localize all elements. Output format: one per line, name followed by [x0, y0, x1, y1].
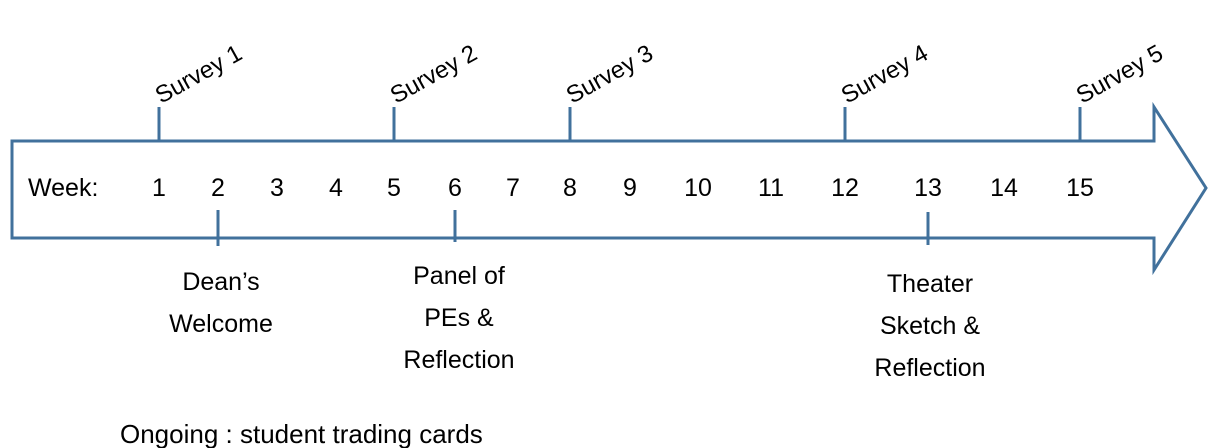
- week-number: 14: [990, 174, 1018, 202]
- week-number: 9: [623, 174, 637, 202]
- survey-label: Survey 3: [562, 40, 658, 110]
- footer-note: Ongoing : student trading cards: [120, 419, 483, 448]
- survey-label: Survey 1: [151, 40, 247, 110]
- week-numbers: 1 2 3 4 5 6 7 8 9 10 11 12 13 14 15: [152, 174, 1094, 202]
- week-number: 8: [563, 174, 577, 202]
- week-number: 12: [831, 174, 859, 202]
- survey-label: Survey 4: [837, 40, 933, 110]
- week-number: 11: [758, 174, 784, 202]
- event-label-line: Theater: [887, 270, 973, 298]
- event-label-line: Welcome: [169, 310, 273, 338]
- event-label-line: PEs &: [424, 304, 494, 332]
- event-markers: Dean’s Welcome Panel of PEs & Reflection Thea…: [169, 210, 986, 382]
- event-label-line: Reflection: [874, 354, 985, 382]
- week-number: 6: [448, 174, 462, 202]
- survey-markers: Survey 1 Survey 2 Survey 3 Survey 4 Survey 5: [151, 40, 1168, 141]
- week-number: 15: [1066, 174, 1094, 202]
- survey-label: Survey 2: [386, 40, 482, 110]
- event-label-line: Sketch &: [880, 312, 980, 340]
- week-label: Week:: [28, 174, 98, 202]
- week-number: 2: [211, 174, 225, 202]
- week-number: 1: [152, 174, 166, 202]
- timeline-arrow: [10, 101, 1208, 276]
- week-number: 3: [270, 174, 284, 202]
- week-number: 10: [684, 174, 712, 202]
- week-number: 4: [329, 174, 343, 202]
- week-number: 5: [387, 174, 401, 202]
- survey-label: Survey 5: [1072, 40, 1168, 110]
- event-label-line: Reflection: [403, 346, 514, 374]
- event-label-line: Dean’s: [182, 268, 259, 296]
- event-label-line: Panel of: [413, 262, 505, 290]
- week-number: 7: [506, 174, 520, 202]
- week-number: 13: [914, 174, 942, 202]
